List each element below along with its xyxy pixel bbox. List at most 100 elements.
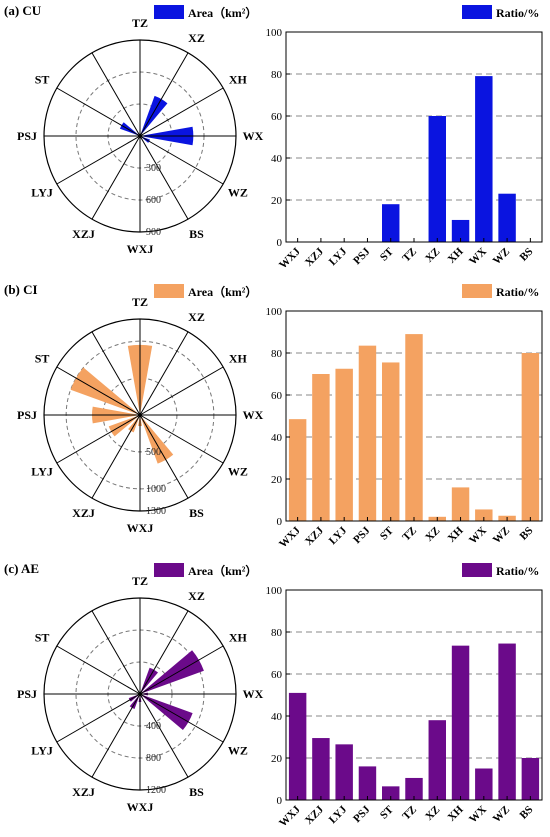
polar-direction-xh: XH	[229, 631, 248, 645]
bar-wx	[475, 76, 493, 242]
bar-xtick-label: WZ	[491, 246, 512, 267]
polar-direction-xzj: XZJ	[72, 506, 95, 520]
polar-spoke	[139, 414, 189, 499]
bar-xz	[428, 116, 446, 242]
polar-direction-psj: PSJ	[17, 687, 37, 701]
bar-psj	[358, 345, 377, 521]
bar-xzj	[312, 738, 330, 800]
polar-direction-psj: PSJ	[17, 408, 37, 422]
polar-spoke	[56, 366, 141, 416]
bar-xtick-label: XH	[446, 245, 466, 265]
polar-chart: 400 800 1200 TZ XZ XH WX WZ BS WXJ XZJ LYJ PSJ ST	[17, 574, 264, 814]
polar-bar-lyj	[108, 415, 140, 437]
bar-wxj	[288, 692, 307, 800]
bar-legend-label: Ratio/%	[496, 6, 539, 20]
polar-direction-xz: XZ	[188, 31, 205, 45]
bar-legend-label: Ratio/%	[496, 285, 539, 299]
bar-ytick-label: 40	[271, 711, 283, 723]
bar-xtick-label: WXJ	[277, 803, 303, 829]
polar-direction-wz: WZ	[228, 186, 248, 200]
polar-spoke	[139, 610, 189, 695]
bar-xh	[451, 487, 470, 521]
polar-spoke	[139, 135, 189, 220]
bar-xtick-label: TZ	[400, 246, 419, 265]
bar-xtick-label: XH	[446, 803, 466, 823]
polar-direction-st: ST	[35, 73, 50, 87]
bar-xtick-label: BS	[517, 804, 535, 822]
polar-direction-wx: WX	[243, 687, 264, 701]
polar-direction-tz: TZ	[132, 295, 148, 309]
polar-radial-label: 900	[146, 227, 161, 238]
polar-spoke	[91, 414, 141, 499]
bar-xtick-label: TZ	[400, 804, 419, 823]
bar-ytick-label: 40	[271, 153, 283, 165]
polar-radial-label: 800	[146, 753, 161, 764]
bar-xz	[428, 720, 446, 800]
bar-xtick-label: PSJ	[351, 245, 373, 267]
polar-direction-xh: XH	[229, 73, 248, 87]
polar-spoke	[139, 414, 224, 464]
bar-legend-swatch	[462, 5, 492, 19]
bar-xtick-label: WZ	[491, 804, 512, 825]
polar-direction-lyj: LYJ	[31, 744, 53, 758]
bar-xtick-label: LYJ	[327, 524, 350, 547]
panel-label: (b) CI	[4, 282, 38, 297]
polar-bar-wz	[140, 694, 193, 730]
bar-bs	[521, 353, 540, 521]
polar-chart: 500 1000 1300 TZ XZ XH WX WZ BS WXJ XZJ LYJ PSJ ST	[17, 295, 264, 535]
bar-ytick-label: 100	[266, 27, 283, 39]
bar-ytick-label: 80	[271, 627, 283, 639]
panel-1: (b) CI Area（km²）50010001300TZXZXHWXWZBSWX…	[4, 282, 543, 550]
bar-ytick-label: 100	[266, 585, 283, 597]
polar-spoke	[56, 645, 141, 695]
bar-ytick-label: 20	[271, 753, 283, 765]
bar-lyj	[335, 744, 353, 800]
bar-ytick-label: 60	[271, 111, 283, 123]
polar-spoke	[91, 52, 141, 137]
bar-xtick-label: XZJ	[303, 803, 327, 827]
polar-spoke	[139, 693, 224, 743]
polar-direction-wx: WX	[243, 129, 264, 143]
bar-ytick-label: 0	[277, 237, 283, 249]
polar-outer-ring	[43, 597, 237, 791]
bar-xtick-label: WX	[467, 804, 489, 826]
polar-spoke	[139, 52, 189, 137]
bar-xtick-label: BS	[517, 246, 535, 264]
polar-outer-ring	[43, 39, 237, 233]
polar-spoke	[56, 135, 141, 185]
bar-xtick-label: TZ	[400, 525, 419, 544]
bar-ytick-label: 80	[271, 69, 283, 81]
bar-ytick-label: 0	[277, 516, 283, 528]
polar-spoke	[139, 87, 224, 137]
polar-direction-xz: XZ	[188, 310, 205, 324]
polar-direction-wz: WZ	[228, 465, 248, 479]
bar-xtick-label: XH	[446, 524, 466, 544]
polar-bar-xz	[140, 95, 168, 136]
polar-direction-wx: WX	[243, 408, 264, 422]
bar-tz	[405, 334, 423, 521]
polar-direction-tz: TZ	[132, 16, 148, 30]
bar-ytick-label: 100	[266, 306, 283, 318]
bar-xtick-label: WXJ	[277, 245, 303, 271]
bar-ytick-label: 0	[277, 795, 283, 807]
bar-wx	[475, 768, 493, 800]
polar-radial-label: 1300	[146, 506, 166, 517]
polar-spoke	[139, 693, 189, 778]
polar-legend-swatch	[154, 284, 184, 298]
polar-radial-label: 1200	[146, 785, 166, 796]
polar-radial-label: 400	[146, 721, 161, 732]
bar-chart: 0 20 40 60 80 100 WXJ XZJ LYJ PSJ ST TZ XZ XH WX WZ BS	[266, 27, 543, 271]
bar-xzj	[312, 374, 330, 521]
bar-xtick-label: LYJ	[327, 803, 350, 826]
polar-legend-swatch	[154, 5, 184, 19]
polar-radial-label: 500	[146, 447, 161, 458]
bar-chart: 0 20 40 60 80 100 WXJ XZJ LYJ PSJ ST TZ XZ XH WX WZ BS	[266, 306, 543, 550]
bar-ytick-label: 20	[271, 195, 283, 207]
polar-direction-xh: XH	[229, 352, 248, 366]
polar-spoke	[56, 414, 141, 464]
polar-direction-xzj: XZJ	[72, 227, 95, 241]
bar-ytick-label: 80	[271, 348, 283, 360]
bar-st	[382, 362, 400, 521]
bar-psj	[358, 766, 377, 800]
polar-direction-wxj: WXJ	[127, 800, 154, 814]
